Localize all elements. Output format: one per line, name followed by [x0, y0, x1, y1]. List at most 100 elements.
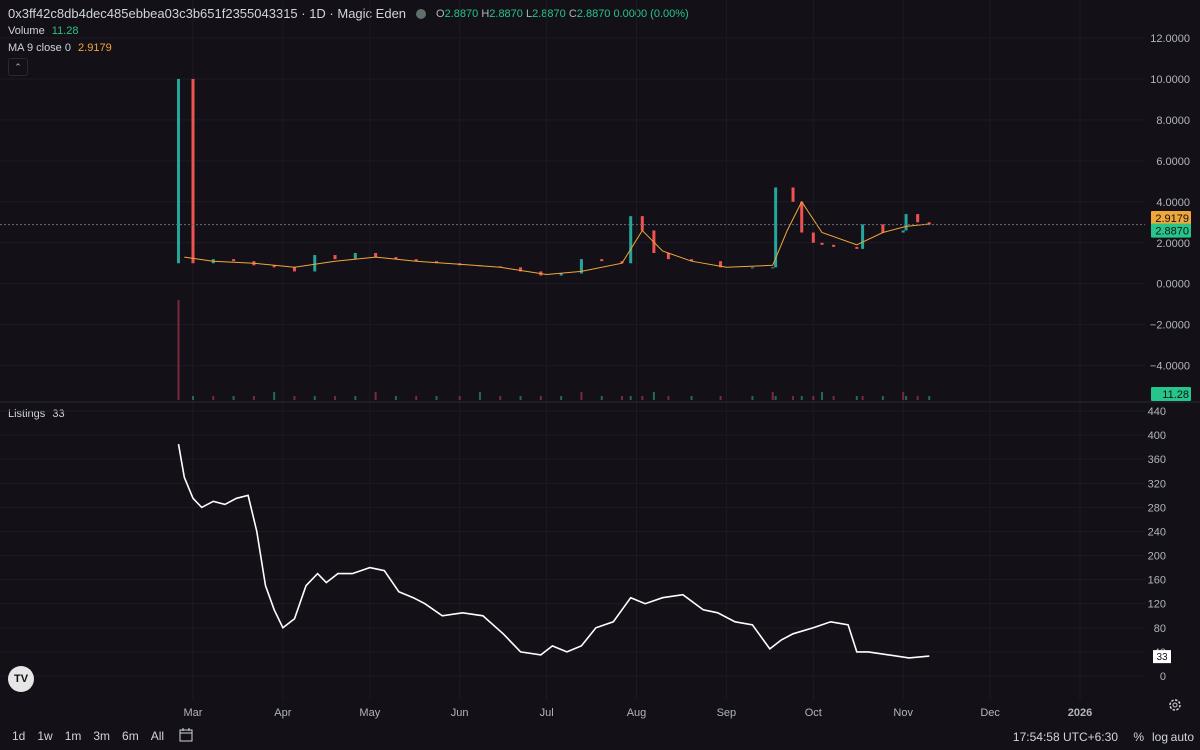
timeframe-1m[interactable]: 1m	[64, 729, 82, 743]
price-candle	[904, 214, 908, 231]
volume-bar	[652, 392, 655, 400]
ohlc-values: O2.8870 H2.8870 L2.8870 C2.8870 0.0000 (…	[436, 8, 689, 20]
price-candle	[690, 259, 694, 262]
volume-bar	[458, 396, 461, 400]
price-candle	[832, 244, 836, 247]
last-price-tag: 2.8870	[1155, 226, 1189, 238]
volume-bar	[177, 300, 180, 400]
log-toggle[interactable]: log	[1151, 730, 1168, 744]
price-candle	[855, 246, 859, 249]
ma-price-tag-bg	[1151, 210, 1191, 225]
listings-axis-tick: 360	[1148, 454, 1166, 466]
volume-bar	[861, 396, 864, 400]
price-candle	[414, 259, 418, 262]
ma-line	[184, 200, 930, 276]
volume-bar	[478, 392, 481, 400]
time-axis-tick: Apr	[274, 707, 291, 719]
ma-value: 2.9179	[78, 42, 112, 54]
auto-toggle[interactable]: auto	[1170, 730, 1194, 744]
listings-axis-tick: 280	[1148, 502, 1166, 514]
time-axis-tick: May	[359, 707, 380, 719]
ma-legend[interactable]: MA 9 close 0 2.9179	[8, 42, 112, 54]
volume-bar	[812, 396, 815, 400]
price-candle	[292, 267, 296, 272]
price-candle	[519, 267, 523, 272]
clock[interactable]: 17:54:58 UTC+6:30	[1012, 730, 1118, 744]
open-value: 2.8870	[444, 7, 479, 20]
calendar-icon[interactable]	[178, 727, 194, 745]
price-candle	[719, 261, 723, 268]
percent-toggle[interactable]: %	[1133, 730, 1144, 744]
listings-axis-tick: 120	[1148, 599, 1166, 611]
volume-bar	[719, 396, 722, 400]
time-axis-tick: Mar	[184, 707, 203, 719]
time-axis-tick: Oct	[805, 707, 822, 719]
volume-bar	[539, 396, 542, 400]
price-axis-tick: 4.0000	[1156, 197, 1190, 209]
price-candle	[901, 230, 905, 233]
chart-canvas[interactable]: 12.0000 10.0000 8.0000 6.0000 4.0000 2.0000 0.…	[0, 0, 1200, 722]
open-label: O	[436, 7, 445, 20]
price-candle	[820, 242, 824, 245]
price-candle	[861, 224, 865, 249]
listings-axis-tick: 160	[1148, 575, 1166, 587]
volume-bar	[905, 396, 908, 400]
price-axis-tick: 10.0000	[1150, 74, 1190, 86]
price-candle	[771, 267, 775, 269]
price-candle	[800, 201, 804, 233]
volume-bar	[855, 396, 858, 400]
volume-bar	[771, 392, 774, 400]
price-candle	[774, 187, 778, 268]
volume-legend[interactable]: Volume 11.28	[8, 25, 78, 37]
volume-bar	[435, 396, 438, 400]
listings-axis-tick: 0	[1160, 671, 1166, 683]
collapse-legend-button[interactable]: ⌃	[8, 58, 28, 76]
price-candle	[927, 222, 931, 225]
settings-gear-icon[interactable]	[1168, 698, 1182, 715]
last-price-tag-bg	[1151, 223, 1191, 238]
time-axis-tick: Nov	[893, 707, 913, 719]
listings-axis-tick: 80	[1154, 623, 1166, 635]
volume-bar	[690, 396, 693, 400]
price-candle	[629, 216, 633, 264]
volume-bar	[252, 396, 255, 400]
price-candle	[579, 259, 583, 274]
price-candle	[666, 253, 670, 260]
price-candle	[394, 257, 398, 260]
price-candle	[750, 267, 754, 269]
listings-tag: 33	[1156, 652, 1168, 663]
close-label: C	[568, 7, 577, 20]
time-axis-tick: Aug	[627, 707, 647, 719]
volume-bar	[629, 396, 632, 400]
volume-bar	[293, 396, 296, 400]
volume-bar	[334, 396, 337, 400]
tradingview-logo[interactable]: TV	[8, 666, 34, 692]
volume-label: Volume	[8, 25, 45, 37]
time-axis-tick: Jun	[451, 707, 469, 719]
listings-axis-tick: 400	[1148, 430, 1166, 442]
timeframe-6m[interactable]: 6m	[122, 729, 139, 743]
price-axis-tick: 6.0000	[1156, 156, 1190, 168]
listings-axis-tick: 200	[1148, 551, 1166, 563]
volume-bar	[519, 396, 522, 400]
listings-axis-tick: 320	[1148, 478, 1166, 490]
price-candle	[811, 232, 815, 243]
volume-bar	[273, 392, 276, 400]
timeframe-1w[interactable]: 1w	[37, 729, 53, 743]
low-value: 2.8870	[532, 7, 566, 20]
high-label: H	[481, 7, 490, 20]
bottom-toolbar: 1d 1w 1m 3m 6m All 17:54:58 UTC+6:30 % l…	[0, 722, 1200, 750]
timeframe-all[interactable]: All	[150, 729, 165, 743]
price-axis-tick: 0.0000	[1156, 279, 1190, 291]
volume-bar	[192, 396, 194, 400]
volume-bar	[774, 396, 777, 400]
close-value: 2.8870 0.0000 (0.00%)	[576, 7, 689, 20]
high-value: 2.8870	[489, 7, 523, 20]
volume-bar	[394, 396, 397, 400]
symbol-title[interactable]: 0x3ff42c8db4dec485ebbea03c3b651f23550433…	[8, 6, 407, 21]
price-axis-tick: −4.0000	[1150, 361, 1190, 373]
timeframe-3m[interactable]: 3m	[93, 729, 111, 743]
volume-bar	[354, 396, 357, 400]
volume-bar	[916, 396, 919, 400]
timeframe-1d[interactable]: 1d	[12, 729, 26, 743]
